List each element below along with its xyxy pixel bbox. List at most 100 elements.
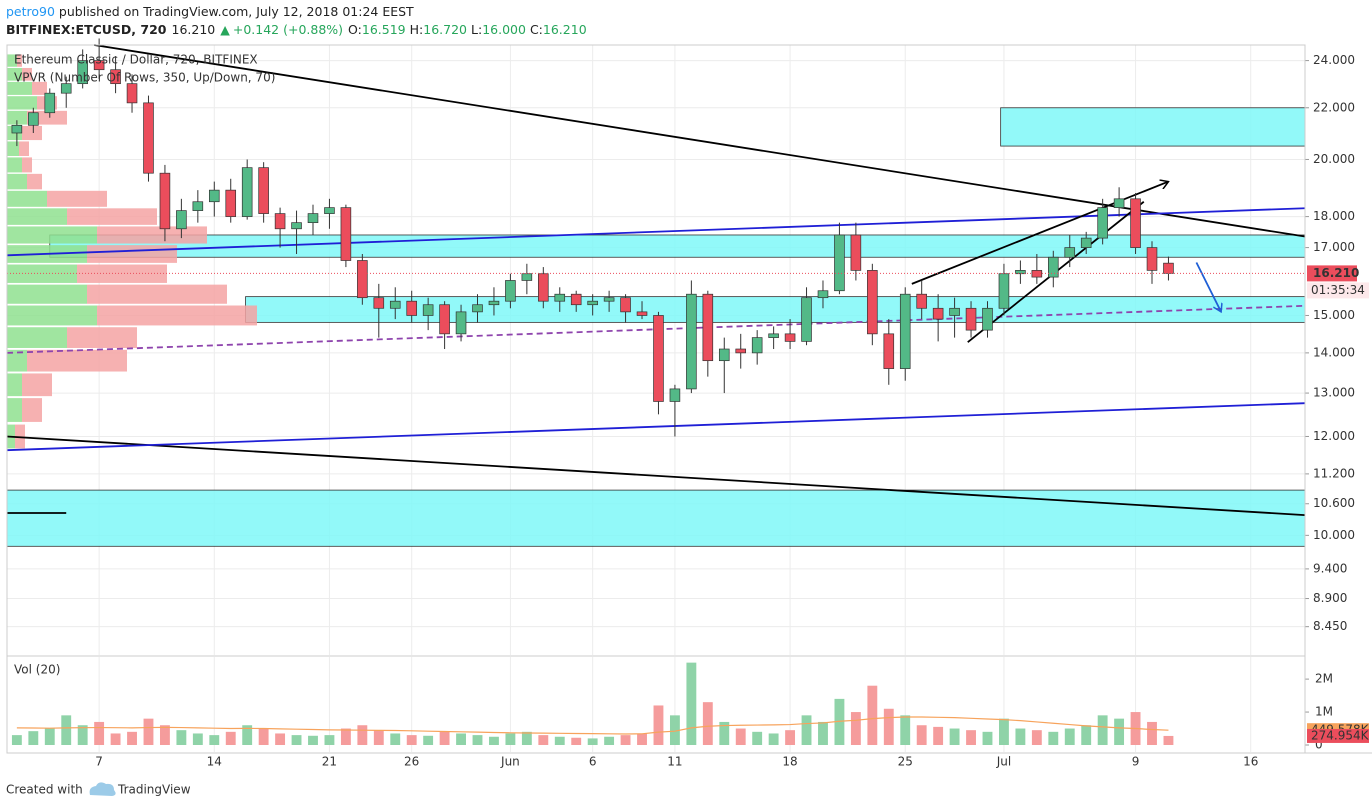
volume-bar [949, 728, 960, 745]
candle-body [554, 293, 566, 302]
last: 16.210 [172, 22, 216, 37]
ohlc-value: 16.000 [482, 22, 526, 37]
candle-body [324, 207, 335, 214]
x-tick-label: 9 [1132, 755, 1140, 769]
vpvr-up [7, 157, 22, 173]
candle-body [702, 293, 714, 362]
trend-line [911, 182, 1169, 285]
candle-body [258, 167, 269, 214]
volume-bar [340, 728, 351, 745]
vpvr-down [22, 125, 42, 141]
vpvr-up [7, 173, 27, 190]
publisher[interactable]: petro90 [6, 4, 55, 19]
vpvr-up [7, 208, 67, 225]
vpvr-down [32, 81, 47, 95]
y-tick-label: 13.000 [1313, 386, 1355, 400]
candle-body [653, 315, 664, 402]
volume-bar [94, 721, 105, 745]
candle-body [570, 293, 582, 306]
candle-body [274, 213, 286, 230]
volume-bar [850, 712, 861, 745]
y-tick-label: 17.000 [1313, 240, 1355, 254]
candle-body [998, 273, 1010, 309]
change-arrow: ▲ [220, 22, 230, 37]
vpvr-up [7, 349, 27, 372]
candle-body [176, 210, 187, 230]
candle-body [422, 304, 434, 316]
candle-body [932, 307, 944, 320]
volume-bar [1064, 728, 1075, 745]
candle-body [817, 290, 829, 299]
ohlc-value: 16.519 [362, 22, 406, 37]
change: +0.142 (+0.88%) [233, 22, 343, 37]
volume-bar [637, 733, 647, 745]
candle-body [307, 213, 319, 224]
x-tick-label: Jun [500, 755, 520, 769]
candle-body [357, 260, 368, 299]
vpvr-up [7, 264, 77, 283]
volume-bar [192, 733, 203, 745]
vpvr-down [22, 67, 32, 81]
chart-title: Ethereum Classic / Dollar, 720, BITFINEX [14, 53, 258, 67]
volume-bar [1048, 731, 1059, 745]
volume-bar [439, 731, 450, 745]
volume-title: Vol (20) [14, 663, 60, 677]
candle-body [28, 112, 39, 126]
y-tick-label: 18.000 [1313, 209, 1355, 223]
candle-body [1015, 270, 1026, 275]
zone [1000, 107, 1306, 147]
volume-bar [1081, 725, 1092, 745]
candle-body [768, 333, 779, 338]
published: published on TradingView.com, July 12, 2… [55, 4, 414, 19]
volume-bar [900, 715, 911, 745]
footer-brand[interactable]: TradingView [117, 783, 191, 797]
trend-line [6, 304, 1306, 354]
candle-body [965, 307, 977, 331]
volume-ma [16, 716, 1169, 735]
vpvr-down [22, 157, 32, 173]
volume-bar [620, 735, 631, 745]
volume-bar [159, 725, 170, 745]
candle-body [1080, 237, 1092, 248]
vpvr-up [7, 398, 22, 422]
y-tick-label: 15.000 [1313, 308, 1355, 322]
volume-bar [505, 733, 516, 745]
symbol: BITFINEX:ETCUSD, 720 [6, 22, 167, 37]
vpvr-up [7, 54, 17, 67]
volume-bar [883, 708, 894, 745]
candle-body [110, 69, 121, 85]
footer-created: Created with [6, 783, 83, 797]
volume-bar [225, 731, 236, 745]
candle-body [126, 83, 138, 104]
volume-bar [966, 730, 976, 745]
y-tick-label: 8.450 [1313, 619, 1347, 633]
candle-body [77, 60, 88, 85]
volume-bar [357, 725, 368, 745]
volume-bar [291, 735, 302, 745]
volume-bar [324, 735, 335, 745]
candle-body [949, 307, 960, 316]
trend-line [94, 44, 1306, 238]
ohlc-label: C: [530, 22, 543, 37]
vpvr-up [7, 96, 37, 110]
volume-bar [818, 721, 828, 745]
candle-body [1146, 247, 1158, 271]
candle-body [439, 304, 450, 335]
y-tick-label: 11.200 [1313, 466, 1355, 480]
y-tick-label: 12.000 [1313, 429, 1355, 443]
volume-bar [44, 728, 55, 745]
candle-body [472, 304, 483, 313]
zone [245, 296, 1306, 323]
vpvr-down [67, 327, 137, 348]
volume-bar [1147, 721, 1157, 745]
volume-bar [785, 730, 796, 745]
vpvr-down [67, 208, 157, 225]
vpvr-up [7, 284, 87, 304]
vpvr-down [87, 245, 177, 263]
vpvr-up [7, 327, 67, 348]
candle-body [389, 300, 401, 309]
vpvr-down [19, 141, 29, 157]
y-tick-label: 8.900 [1313, 591, 1347, 605]
volume-bar [77, 725, 88, 745]
y-tick-label: 24.000 [1313, 53, 1355, 67]
